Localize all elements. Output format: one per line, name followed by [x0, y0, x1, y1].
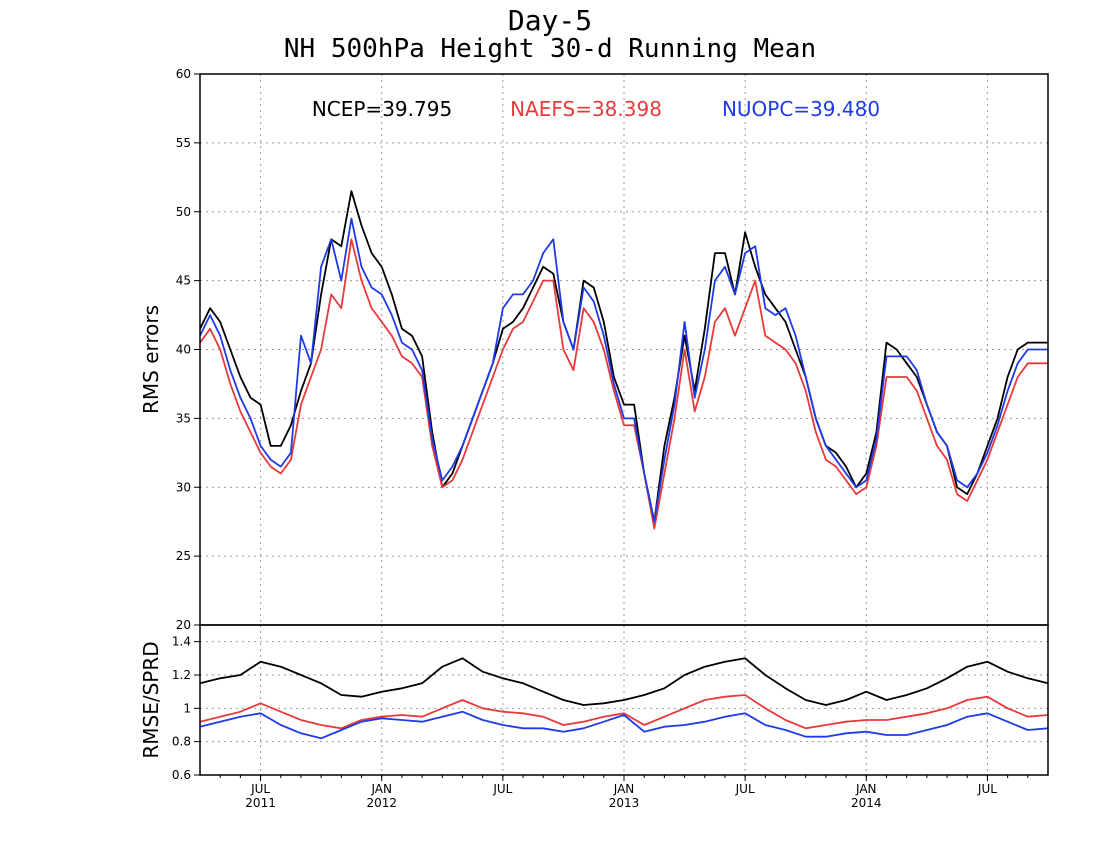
- chart-title-line-2: NH 500hPa Height 30-d Running Mean: [283, 34, 817, 64]
- ytick-label-bottom: 0.6: [172, 768, 191, 782]
- ytick-label-bottom: 1.2: [172, 668, 191, 682]
- xtick-label: JAN: [855, 782, 877, 796]
- chart-title-line-1: Day-5: [507, 4, 593, 37]
- ytick-label-top: 50: [176, 205, 191, 219]
- series-line-nuopc-top: [199, 217, 1048, 523]
- legend-label-ncep: NCEP=39.795: [312, 97, 452, 121]
- series-line-ncep-bottom: [199, 657, 1049, 706]
- ytick-label-top: 30: [176, 480, 191, 494]
- xtick-label: JUL: [977, 782, 997, 796]
- xtick-label: JAN: [613, 782, 635, 796]
- series-line-naefs-bottom: [199, 694, 1049, 730]
- top-panel-series: [199, 190, 1048, 530]
- xtick-year-label: 2014: [851, 796, 882, 810]
- series-line-nuopc-bottom: [199, 710, 1049, 740]
- xtick-year-label: 2011: [245, 796, 276, 810]
- ytick-label-top: 55: [176, 136, 191, 150]
- ytick-label-bottom: 1: [183, 701, 191, 715]
- xtick-label: JAN: [370, 782, 392, 796]
- xtick-year-label: 2012: [366, 796, 397, 810]
- bottom-panel-grid: [200, 625, 1048, 775]
- xtick-label: JUL: [250, 782, 270, 796]
- axes: [194, 73, 1049, 781]
- xtick-label: JUL: [735, 782, 755, 796]
- series-line-naefs-top: [199, 238, 1048, 530]
- legend-label-nuopc: NUOPC=39.480: [722, 97, 880, 121]
- xtick-year-label: 2013: [609, 796, 640, 810]
- ytick-label-top: 45: [176, 274, 191, 288]
- top-panel-grid: [200, 74, 1048, 625]
- bottom-panel-series: [199, 657, 1049, 740]
- y-axis-label-top: RMS errors: [139, 305, 163, 414]
- ytick-label-top: 60: [176, 67, 191, 81]
- ytick-label-top: 20: [176, 618, 191, 632]
- ytick-label-top: 25: [176, 549, 191, 563]
- legend-label-naefs: NAEFS=38.398: [510, 97, 662, 121]
- ytick-label-top: 35: [176, 411, 191, 425]
- xtick-label: JUL: [492, 782, 512, 796]
- legend: NCEP=39.795 NAEFS=38.398 NUOPC=39.480: [312, 97, 880, 121]
- tick-labels: 2025303540455055600.60.811.21.4JUL2011JA…: [139, 67, 997, 810]
- ytick-label-bottom: 1.4: [172, 635, 191, 649]
- ytick-label-top: 40: [176, 343, 191, 357]
- series-line-ncep-top: [199, 190, 1048, 523]
- ytick-label-bottom: 0.8: [172, 735, 191, 749]
- bottom-panel-frame: [199, 624, 1049, 776]
- y-axis-label-bottom: RMSE/SPRD: [139, 641, 163, 758]
